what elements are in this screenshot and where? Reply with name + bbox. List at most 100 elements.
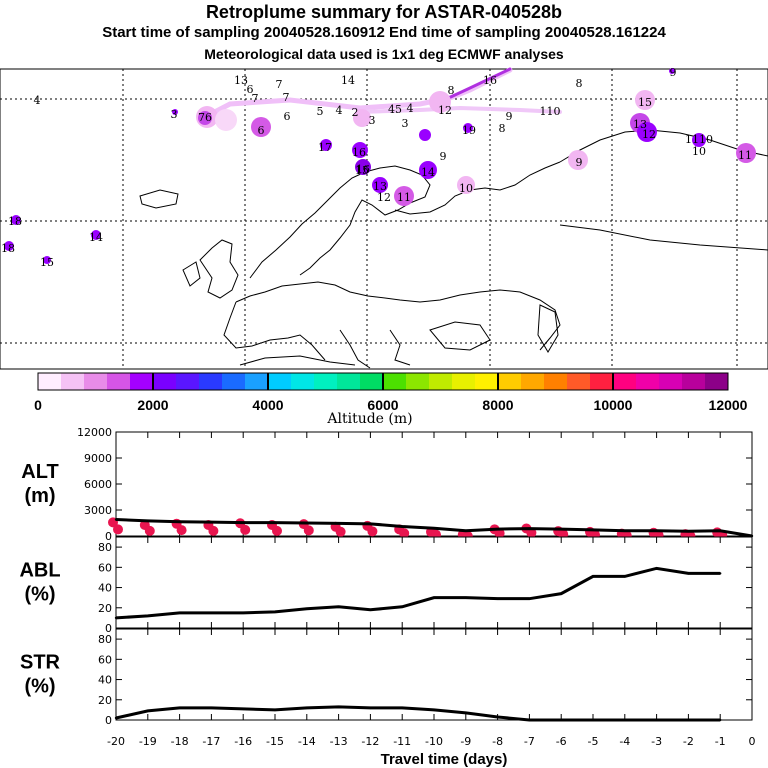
alt-point — [337, 522, 340, 525]
alt-point — [369, 522, 372, 526]
map-label: 10 — [459, 182, 473, 195]
x-tick-label: -15 — [266, 735, 284, 748]
x-tick-label: -10 — [425, 735, 443, 748]
x-tick-label: -7 — [524, 735, 535, 748]
map-label: 8 — [576, 77, 583, 90]
x-tick-label: -6 — [556, 735, 567, 748]
y-tick-label: 6000 — [84, 478, 112, 491]
colorbar-swatch — [544, 373, 568, 390]
str-point — [401, 706, 404, 710]
abl-point — [242, 611, 245, 615]
abl-point — [273, 610, 277, 614]
colorbar-tick-label: 4000 — [252, 397, 283, 413]
y-tick-label: 80 — [98, 541, 112, 554]
alt-point — [687, 530, 690, 533]
alt-cluster-point — [399, 528, 410, 539]
abl-point — [655, 567, 658, 570]
map-label: 9 — [670, 66, 677, 79]
x-tick-label: -4 — [619, 735, 630, 748]
map-label: 17 — [318, 141, 332, 154]
colorbar-swatch — [61, 373, 85, 390]
alt-unit: (m) — [24, 485, 55, 507]
map-label: 18 — [8, 215, 22, 228]
map-label: 13 — [633, 118, 647, 131]
colorbar-swatch — [406, 373, 430, 390]
map-label: 7 — [276, 78, 283, 91]
colorbar-swatch — [705, 373, 729, 390]
map-label: 9 — [440, 150, 447, 163]
plume-tracks — [202, 67, 562, 120]
map-label: 13 — [373, 180, 387, 193]
alt-point — [146, 519, 149, 523]
x-tick-label: 0 — [749, 735, 756, 748]
abl-point — [496, 597, 499, 600]
colorbar-swatch — [199, 373, 223, 390]
x-tick-label: -16 — [234, 735, 252, 748]
colorbar-label: Altitude (m) — [326, 411, 412, 427]
colorbar-swatch — [383, 373, 407, 390]
x-tick-label: -19 — [139, 735, 157, 748]
alt-cluster-point — [272, 525, 282, 536]
x-tick-label: -9 — [460, 735, 471, 748]
alt-frame — [115, 431, 753, 537]
y-tick-label: 40 — [98, 674, 112, 687]
map-label: 76 — [198, 111, 212, 124]
colorbar-swatch — [360, 373, 384, 390]
str-point — [273, 708, 277, 712]
colorbar-swatch — [337, 373, 361, 390]
y-tick-label: 80 — [98, 633, 112, 646]
map-label: 16 — [483, 74, 497, 87]
colorbar-swatch — [682, 373, 706, 390]
time-series-panels: 030006000900012000ALT(m)020406080ABL(%)0… — [19, 426, 755, 768]
x-tick-label: -14 — [298, 735, 316, 748]
colorbar-swatch — [567, 373, 591, 390]
str-point — [560, 718, 563, 722]
meteo-info: Meteorological data used is 1x1 deg ECMW… — [204, 46, 564, 62]
abl-point — [528, 597, 531, 600]
abl-point — [210, 611, 213, 615]
abl-point — [591, 575, 595, 578]
colorbar-swatch — [291, 373, 315, 390]
map-label: 16 — [352, 146, 366, 159]
map-label: 8 — [499, 122, 506, 135]
abl-point — [623, 575, 626, 578]
abl-label: ABL — [19, 560, 60, 582]
abl-point — [337, 605, 340, 608]
alt-point — [242, 521, 245, 524]
y-tick-label: 60 — [98, 561, 112, 574]
alt-point — [560, 527, 563, 531]
map-label: 3 — [369, 114, 376, 127]
y-tick-label: 9000 — [84, 452, 112, 465]
str-frame — [115, 628, 753, 721]
colorbar-swatch — [130, 373, 154, 390]
colorbar-swatch — [521, 373, 545, 390]
colorbar-tick-label: 12000 — [709, 397, 748, 413]
alt-panel: 0 3000 6000 9000 12000 ALT(m) — [21, 426, 754, 543]
str-point — [464, 711, 467, 715]
alt-point — [623, 529, 626, 532]
colorbar-swatch — [107, 373, 131, 390]
map-label: 14 — [421, 166, 435, 179]
map-label: 8 — [448, 84, 455, 97]
map-label: 12 — [377, 191, 391, 204]
colorbar-swatch — [153, 373, 177, 390]
map-label: 7 — [283, 91, 290, 104]
abl-point — [464, 596, 467, 599]
colorbar-swatch — [38, 373, 62, 390]
str-point — [623, 718, 626, 722]
map-label: 14 — [89, 231, 103, 244]
str-point — [146, 709, 149, 713]
y-tick-label: 60 — [98, 653, 112, 666]
x-tick-label: -20 — [107, 735, 125, 748]
x-tick-label: -3 — [651, 735, 662, 748]
abl-point — [560, 592, 563, 595]
str-point — [337, 705, 340, 709]
y-tick-label: 40 — [98, 582, 112, 595]
map-label: 16 — [356, 163, 370, 176]
alt-point — [114, 518, 118, 521]
alt-cluster-point — [144, 525, 155, 536]
str-point — [528, 718, 531, 722]
str-panel: 0 20 40 60 80 STR(%) — [20, 628, 753, 727]
abl-point — [305, 607, 308, 610]
